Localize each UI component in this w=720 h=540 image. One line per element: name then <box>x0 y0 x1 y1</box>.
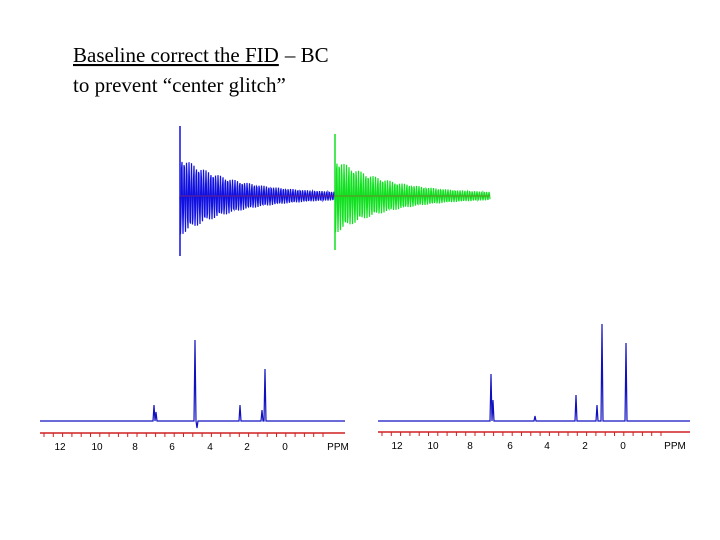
heading-line-2: to prevent “center glitch” <box>73 73 286 97</box>
tick-label: 10 <box>427 441 439 452</box>
tick-label: 12 <box>391 441 403 452</box>
tick-label: 4 <box>544 441 550 452</box>
spectrum-trace <box>378 323 690 422</box>
spectra: 12 10 8 6 4 2 0 PPM 12 10 8 6 4 2 0 PPM <box>40 323 690 453</box>
tick-label: 12 <box>54 442 66 453</box>
tick-label: 2 <box>582 441 588 452</box>
tick-label: 8 <box>467 441 473 452</box>
tick-label: 10 <box>91 442 103 453</box>
spectrum-trace <box>40 339 345 429</box>
tick-label: 6 <box>507 441 513 452</box>
tick-label: 6 <box>169 442 175 453</box>
heading-rest: – BC <box>284 43 329 67</box>
axis-unit: PPM <box>327 442 349 453</box>
tick-label: 0 <box>620 441 626 452</box>
spectrum: 12 10 8 6 4 2 0 PPM <box>378 323 690 452</box>
tick-label: 8 <box>132 442 138 453</box>
underlined-text: Baseline correct the FID <box>73 43 279 67</box>
axis-unit: PPM <box>664 441 686 452</box>
spectrum: 12 10 8 6 4 2 0 PPM <box>40 339 349 453</box>
fid-trace <box>179 161 336 235</box>
tick-label: 2 <box>244 442 250 453</box>
heading-line-1: Baseline correct the FID – BC <box>73 43 329 67</box>
tick-label: 0 <box>282 442 288 453</box>
tick-label: 4 <box>207 442 213 453</box>
fid-trace <box>334 163 491 233</box>
fid-plot <box>179 126 491 256</box>
